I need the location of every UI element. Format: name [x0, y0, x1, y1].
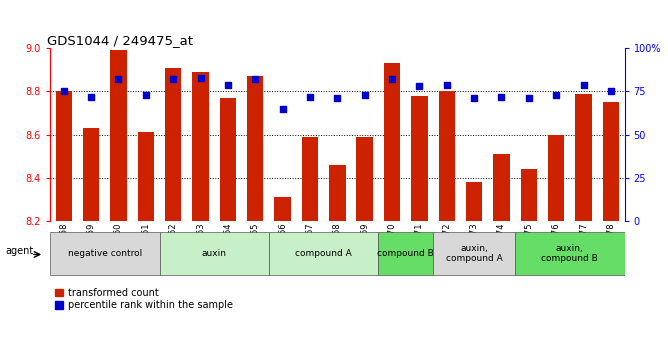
Point: [195, 75, 206, 80]
Bar: [247, 76, 263, 221]
Bar: [357, 137, 373, 221]
Point: [387, 77, 397, 82]
Point: [222, 82, 233, 87]
Text: auxin: auxin: [202, 249, 226, 258]
Point: [86, 94, 96, 99]
Bar: [493, 154, 510, 221]
Point: [140, 92, 151, 98]
Bar: [439, 91, 455, 221]
Text: agent: agent: [5, 246, 33, 256]
Bar: [110, 50, 127, 221]
Point: [113, 77, 124, 82]
Bar: [160, 232, 269, 275]
Bar: [138, 132, 154, 221]
Bar: [384, 63, 400, 221]
Point: [58, 89, 69, 94]
Point: [496, 94, 507, 99]
Bar: [329, 165, 345, 221]
Bar: [83, 128, 100, 221]
Bar: [302, 137, 318, 221]
Text: auxin,
compound B: auxin, compound B: [542, 244, 599, 263]
Bar: [603, 102, 619, 221]
Bar: [50, 232, 160, 275]
Bar: [548, 135, 564, 221]
Bar: [378, 232, 433, 275]
Point: [606, 89, 617, 94]
Point: [250, 77, 261, 82]
Bar: [515, 232, 625, 275]
Bar: [269, 232, 378, 275]
Legend: transformed count, percentile rank within the sample: transformed count, percentile rank withi…: [55, 288, 232, 310]
Bar: [411, 96, 428, 221]
Point: [168, 77, 178, 82]
Bar: [165, 68, 182, 221]
Bar: [192, 72, 209, 221]
Bar: [466, 182, 482, 221]
Point: [442, 82, 452, 87]
Bar: [275, 197, 291, 221]
Point: [578, 82, 589, 87]
Bar: [55, 91, 72, 221]
Point: [414, 83, 425, 89]
Bar: [520, 169, 537, 221]
Text: negative control: negative control: [67, 249, 142, 258]
Point: [551, 92, 562, 98]
Text: compound A: compound A: [295, 249, 352, 258]
Point: [332, 96, 343, 101]
Bar: [433, 232, 515, 275]
Point: [277, 106, 288, 111]
Text: auxin,
compound A: auxin, compound A: [446, 244, 502, 263]
Text: GDS1044 / 249475_at: GDS1044 / 249475_at: [47, 34, 193, 47]
Point: [469, 96, 480, 101]
Bar: [575, 93, 592, 221]
Point: [524, 96, 534, 101]
Text: compound B: compound B: [377, 249, 434, 258]
Point: [305, 94, 315, 99]
Bar: [220, 98, 236, 221]
Point: [359, 92, 370, 98]
